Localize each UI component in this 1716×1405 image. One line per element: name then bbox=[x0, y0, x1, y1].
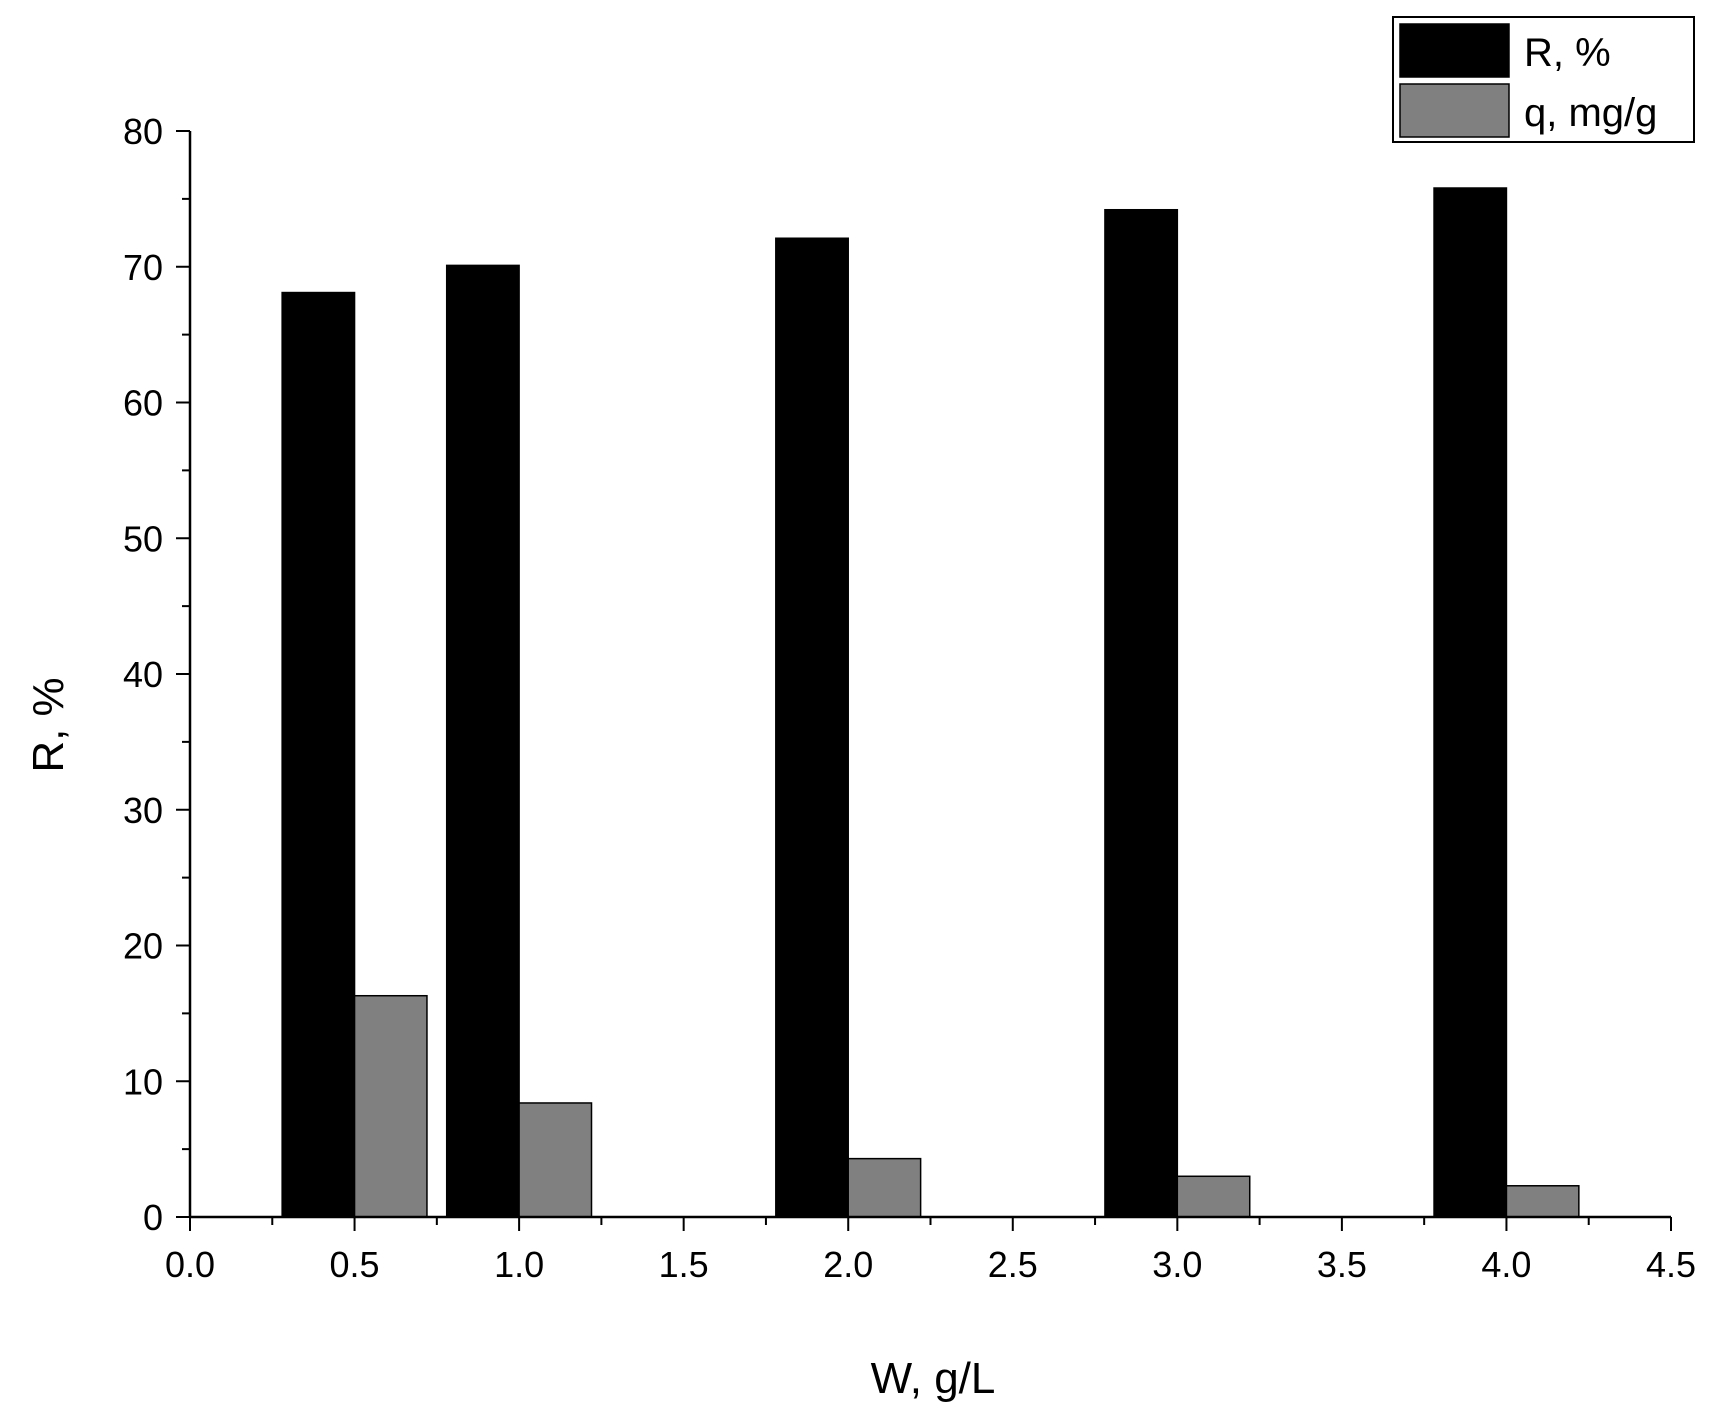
x-tick-label-6: 3.0 bbox=[1152, 1244, 1202, 1285]
x-tick-label-2: 1.0 bbox=[494, 1244, 544, 1285]
y-tick-label-6: 60 bbox=[123, 383, 163, 424]
bar-r-2 bbox=[775, 237, 849, 1218]
bars-group bbox=[281, 187, 1580, 1218]
x-axis-title: W, g/L bbox=[871, 1354, 996, 1403]
y-tick-label-4: 40 bbox=[123, 654, 163, 695]
y-axis-title: R, % bbox=[24, 677, 73, 772]
bar-r-0_5 bbox=[281, 291, 356, 1218]
bar-q-0_5 bbox=[353, 994, 428, 1218]
y-tick-label-7: 70 bbox=[123, 247, 163, 288]
y-tick-label-0: 0 bbox=[143, 1197, 163, 1238]
y-tick-label-5: 50 bbox=[123, 518, 163, 559]
x-tick-label-5: 2.5 bbox=[988, 1244, 1038, 1285]
legend: R, % q, mg/g bbox=[1392, 16, 1695, 143]
bar-r-1 bbox=[445, 264, 520, 1218]
bar-q-3 bbox=[1176, 1175, 1251, 1218]
y-tick-label-1: 10 bbox=[123, 1061, 163, 1102]
bar-r-3 bbox=[1104, 208, 1179, 1218]
bar-q-4 bbox=[1505, 1185, 1580, 1218]
x-tick-label-3: 1.5 bbox=[659, 1244, 709, 1285]
x-tick-label-1: 0.5 bbox=[330, 1244, 380, 1285]
bar-r-4 bbox=[1433, 187, 1508, 1218]
y-tick-label-2: 20 bbox=[123, 926, 163, 967]
legend-swatch-r bbox=[1399, 23, 1510, 78]
bar-q-2 bbox=[847, 1157, 922, 1218]
y-tick-label-8: 80 bbox=[123, 111, 163, 152]
legend-label-r: R, % bbox=[1524, 31, 1611, 75]
legend-swatch-q bbox=[1399, 83, 1510, 138]
y-tick-label-3: 30 bbox=[123, 790, 163, 831]
x-tick-label-8: 4.0 bbox=[1481, 1244, 1531, 1285]
bar-q-1 bbox=[518, 1102, 593, 1218]
x-tick-label-4: 2.0 bbox=[823, 1244, 873, 1285]
axes-group: 0.0 0.5 1.0 1.5 2.0 2.5 3.0 3.5 4.0 4.5 0 10 20 30 40 5… bbox=[123, 111, 1696, 1285]
legend-label-q: q, mg/g bbox=[1524, 91, 1657, 135]
x-tick-label-9: 4.5 bbox=[1646, 1244, 1696, 1285]
x-tick-label-0: 0.0 bbox=[165, 1244, 215, 1285]
x-tick-label-7: 3.5 bbox=[1317, 1244, 1367, 1285]
